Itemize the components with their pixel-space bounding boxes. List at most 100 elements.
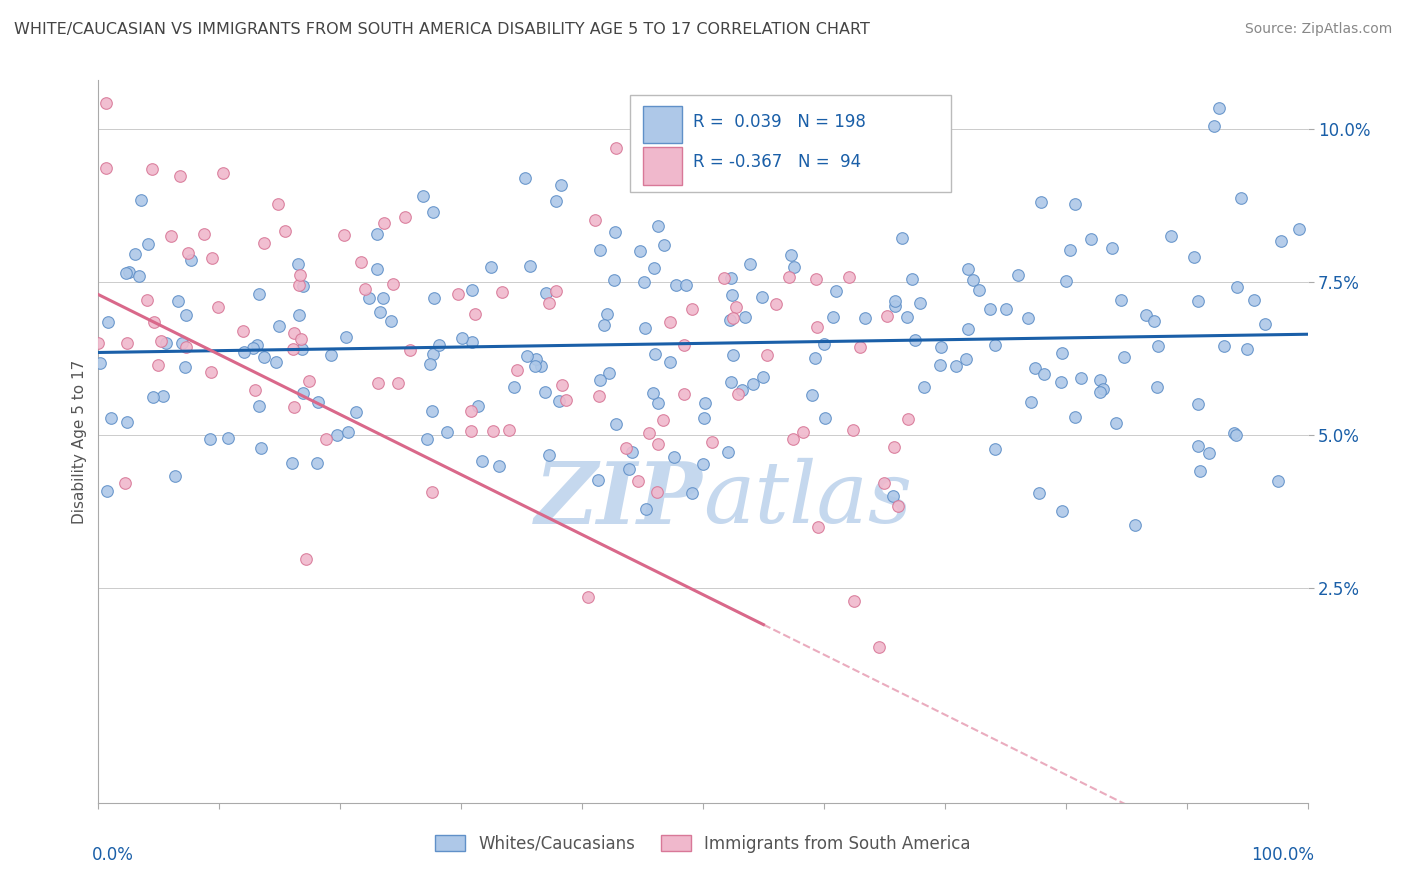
Point bbox=[419, 357, 441, 371]
Point bbox=[647, 437, 669, 451]
Point bbox=[634, 321, 657, 335]
Point bbox=[984, 337, 1007, 351]
Point bbox=[720, 375, 742, 389]
Point bbox=[723, 311, 745, 326]
Point bbox=[957, 322, 980, 336]
Point bbox=[266, 197, 288, 211]
Point bbox=[720, 270, 742, 285]
Point bbox=[1202, 119, 1225, 133]
Point bbox=[721, 348, 744, 362]
Point bbox=[897, 412, 920, 426]
Text: R =  0.039   N = 198: R = 0.039 N = 198 bbox=[693, 112, 866, 131]
Point bbox=[420, 485, 443, 500]
Point bbox=[115, 335, 138, 350]
Point bbox=[883, 440, 905, 454]
Point bbox=[1007, 268, 1029, 282]
Point bbox=[633, 275, 655, 289]
Point bbox=[246, 338, 269, 352]
Point bbox=[665, 277, 688, 292]
Point bbox=[644, 347, 666, 361]
Point bbox=[1208, 101, 1230, 115]
Point bbox=[173, 360, 195, 375]
Point bbox=[651, 413, 673, 427]
Point bbox=[1088, 373, 1111, 387]
Text: WHITE/CAUCASIAN VS IMMIGRANTS FROM SOUTH AMERICA DISABILITY AGE 5 TO 17 CORRELAT: WHITE/CAUCASIAN VS IMMIGRANTS FROM SOUTH… bbox=[14, 22, 870, 37]
Point bbox=[367, 376, 389, 390]
Point bbox=[336, 425, 359, 440]
Point bbox=[692, 457, 714, 471]
Point bbox=[1187, 397, 1209, 411]
Point bbox=[1288, 222, 1310, 236]
Point bbox=[94, 96, 117, 111]
Point bbox=[693, 411, 716, 425]
Point bbox=[868, 640, 890, 655]
Point bbox=[576, 590, 599, 604]
Point bbox=[605, 141, 627, 155]
Point bbox=[461, 283, 484, 297]
Point bbox=[287, 308, 309, 322]
Point bbox=[201, 251, 224, 265]
Point bbox=[321, 348, 343, 362]
Point bbox=[1213, 339, 1236, 353]
Point bbox=[97, 315, 120, 329]
Point bbox=[658, 355, 681, 369]
Point bbox=[245, 384, 267, 398]
Point bbox=[589, 243, 612, 257]
Point bbox=[387, 376, 409, 390]
Point bbox=[117, 415, 139, 429]
Point bbox=[1225, 428, 1247, 442]
Point bbox=[471, 454, 494, 468]
Point bbox=[882, 489, 904, 503]
Point bbox=[291, 343, 314, 357]
Point bbox=[903, 333, 925, 347]
Point bbox=[131, 193, 153, 207]
Point bbox=[589, 373, 612, 387]
Point bbox=[721, 288, 744, 302]
Point bbox=[842, 424, 865, 438]
Point bbox=[100, 411, 122, 425]
Point bbox=[662, 450, 685, 464]
Point bbox=[838, 269, 860, 284]
Text: 0.0%: 0.0% bbox=[93, 847, 134, 864]
Point bbox=[298, 374, 321, 388]
Text: ZIP: ZIP bbox=[536, 458, 703, 541]
Point bbox=[519, 259, 541, 273]
Point bbox=[945, 359, 967, 374]
Point bbox=[718, 313, 741, 327]
Point bbox=[1146, 379, 1168, 393]
Point bbox=[782, 432, 804, 446]
Point bbox=[269, 319, 291, 334]
Point bbox=[900, 272, 922, 286]
Point bbox=[634, 502, 657, 516]
Point bbox=[180, 252, 202, 267]
Point bbox=[479, 260, 502, 274]
Point bbox=[778, 270, 800, 285]
Point bbox=[346, 405, 368, 419]
Point bbox=[1091, 382, 1114, 396]
Point bbox=[896, 310, 918, 325]
Point bbox=[169, 169, 191, 183]
Point bbox=[460, 424, 482, 438]
Point bbox=[598, 366, 620, 380]
Point bbox=[1187, 438, 1209, 452]
Point bbox=[550, 178, 572, 192]
Point bbox=[734, 310, 756, 324]
Point bbox=[824, 284, 846, 298]
Point bbox=[115, 266, 138, 280]
Point bbox=[1254, 317, 1277, 331]
Point bbox=[447, 286, 470, 301]
Point bbox=[96, 484, 118, 499]
Point bbox=[727, 387, 749, 401]
Point bbox=[274, 224, 297, 238]
Point bbox=[641, 385, 664, 400]
Point bbox=[283, 400, 305, 414]
Point bbox=[233, 344, 256, 359]
Point bbox=[1054, 273, 1077, 287]
Point bbox=[1187, 293, 1209, 308]
Point bbox=[1114, 350, 1136, 364]
Point bbox=[1050, 346, 1073, 360]
Point bbox=[957, 262, 980, 277]
Point bbox=[177, 246, 200, 260]
Point bbox=[530, 359, 553, 373]
Point bbox=[128, 268, 150, 283]
